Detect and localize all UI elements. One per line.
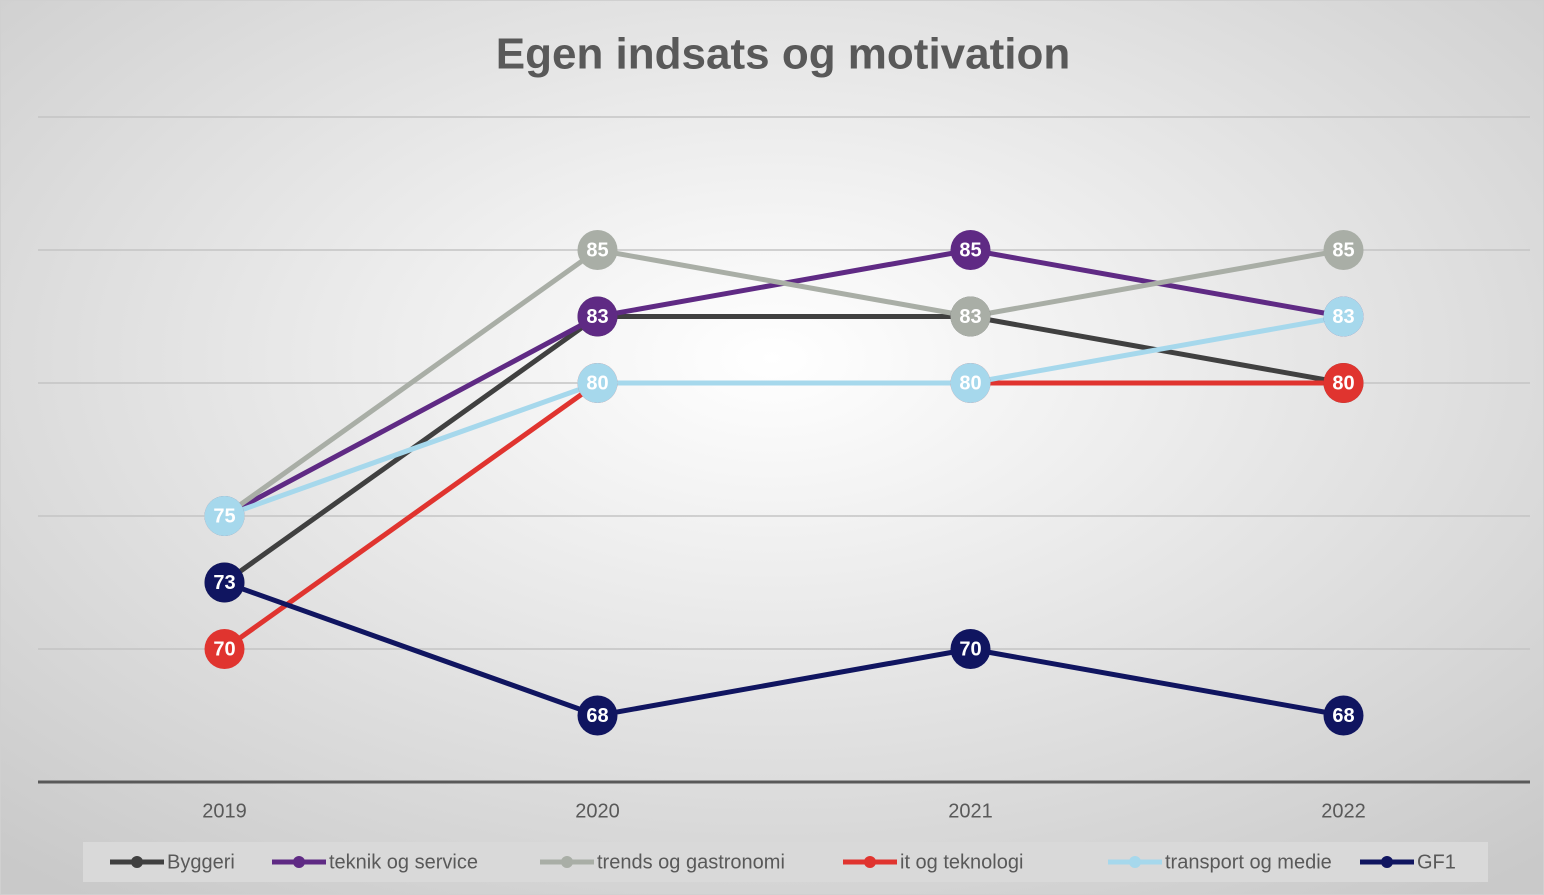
legend-swatch-dot xyxy=(293,856,305,868)
data-label: 80 xyxy=(1332,372,1354,394)
data-label: 70 xyxy=(959,638,981,660)
legend-swatch-dot xyxy=(864,856,876,868)
data-point xyxy=(204,562,245,603)
data-point xyxy=(950,629,991,669)
data-point xyxy=(577,363,618,403)
data-point xyxy=(204,496,245,536)
chart-title: Egen indsats og motivation xyxy=(496,30,1071,79)
data-label: 73 xyxy=(213,572,235,594)
data-point xyxy=(950,296,991,337)
data-point xyxy=(950,363,991,403)
data-label: 85 xyxy=(1332,239,1354,261)
x-tick-label: 2020 xyxy=(575,800,620,822)
series-line xyxy=(223,247,1344,519)
legend-label: GF1 xyxy=(1417,851,1456,873)
legend-swatch-dot xyxy=(561,856,573,868)
series-line xyxy=(223,580,1344,718)
data-point xyxy=(577,296,618,337)
legend-swatch-dot xyxy=(1129,856,1141,868)
x-tick-label: 2019 xyxy=(202,800,247,822)
data-point xyxy=(1323,695,1364,736)
data-point xyxy=(1323,230,1364,270)
data-point xyxy=(577,695,618,736)
legend-swatch-dot xyxy=(1381,856,1393,868)
series-line xyxy=(223,314,1344,519)
legend-label: teknik og service xyxy=(329,851,478,873)
legend-swatch-dot xyxy=(131,856,143,868)
data-label: 85 xyxy=(959,239,981,261)
data-label: 70 xyxy=(213,638,235,660)
legend-label: Byggeri xyxy=(167,851,235,873)
data-label: 80 xyxy=(586,372,608,394)
data-point xyxy=(1323,363,1364,403)
legend-label: it og teknologi xyxy=(900,851,1023,873)
legend-label: trends og gastronomi xyxy=(597,851,785,873)
data-point xyxy=(204,629,245,669)
x-tick-label: 2021 xyxy=(948,800,993,822)
data-label: 83 xyxy=(586,306,608,328)
data-label: 75 xyxy=(213,505,235,527)
data-label: 83 xyxy=(959,306,981,328)
data-label: 80 xyxy=(959,372,981,394)
data-label: 68 xyxy=(586,705,608,727)
data-label: 68 xyxy=(1332,705,1354,727)
data-point xyxy=(577,230,618,270)
data-label: 85 xyxy=(586,239,608,261)
data-label: 83 xyxy=(1332,306,1354,328)
x-tick-label: 2022 xyxy=(1321,800,1366,822)
legend-label: transport og medie xyxy=(1165,851,1332,873)
data-point xyxy=(950,230,991,270)
data-point xyxy=(1323,296,1364,337)
